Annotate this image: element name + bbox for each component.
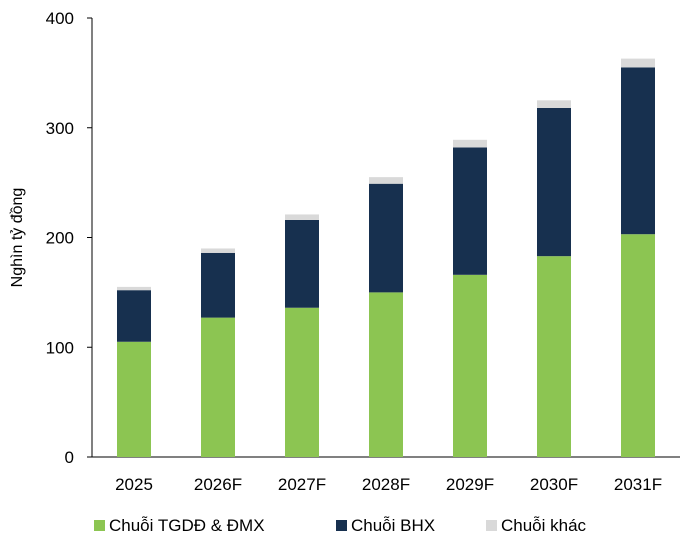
- bar-segment-other-2026F: [201, 248, 235, 253]
- y-tick-label: 400: [46, 9, 74, 28]
- bar-segment-other-2027F: [285, 214, 319, 220]
- bar-segment-bhx-2031F: [621, 67, 655, 235]
- bar-segment-tgdd-dmx-2029F: [453, 274, 487, 457]
- x-axis-ticks: 2025 2026F 2027F 2028F 2029F 2030F 2031F: [115, 475, 662, 494]
- bar-segment-other-2030F: [537, 100, 571, 108]
- legend: Chuỗi TGDĐ & ĐMX Chuỗi BHX Chuỗi khác: [94, 516, 587, 535]
- y-axis-title: Nghìn tỷ đồng: [9, 188, 26, 288]
- x-tick-label: 2031F: [614, 475, 662, 494]
- x-tick-label: 2028F: [362, 475, 410, 494]
- x-tick-label: 2025: [115, 475, 153, 494]
- x-tick-label: 2029F: [446, 475, 494, 494]
- legend-label: Chuỗi BHX: [351, 516, 435, 535]
- legend-label: Chuỗi khác: [501, 516, 587, 535]
- bar-segment-tgdd-dmx-2028F: [369, 292, 403, 457]
- bar-segment-other-2025: [117, 286, 151, 291]
- bar-segment-bhx-2028F: [369, 183, 403, 293]
- bars: [117, 58, 655, 457]
- x-tick-label: 2030F: [530, 475, 578, 494]
- legend-swatch: [94, 520, 105, 531]
- bar-segment-bhx-2027F: [285, 219, 319, 308]
- legend-swatch: [486, 520, 497, 531]
- bar-segment-tgdd-dmx-2031F: [621, 234, 655, 457]
- bar-segment-other-2028F: [369, 177, 403, 184]
- y-tick-label: 100: [46, 338, 74, 357]
- bar-segment-tgdd-dmx-2026F: [201, 317, 235, 457]
- bar-segment-tgdd-dmx-2030F: [537, 256, 571, 457]
- bar-segment-tgdd-dmx-2027F: [285, 307, 319, 457]
- x-tick-label: 2026F: [194, 475, 242, 494]
- y-tick-label: 200: [46, 229, 74, 248]
- y-axis-ticks: 0 100 200 300 400: [46, 9, 92, 467]
- bar-segment-tgdd-dmx-2025: [117, 341, 151, 457]
- y-tick-label: 0: [65, 448, 74, 467]
- bar-segment-bhx-2029F: [453, 147, 487, 275]
- bar-segment-bhx-2025: [117, 290, 151, 342]
- legend-label: Chuỗi TGDĐ & ĐMX: [109, 516, 265, 535]
- bar-segment-bhx-2030F: [537, 107, 571, 257]
- bar-segment-other-2031F: [621, 58, 655, 68]
- x-tick-label: 2027F: [278, 475, 326, 494]
- bar-segment-other-2029F: [453, 139, 487, 148]
- bar-segment-bhx-2026F: [201, 252, 235, 318]
- y-tick-label: 300: [46, 119, 74, 138]
- legend-swatch: [336, 520, 347, 531]
